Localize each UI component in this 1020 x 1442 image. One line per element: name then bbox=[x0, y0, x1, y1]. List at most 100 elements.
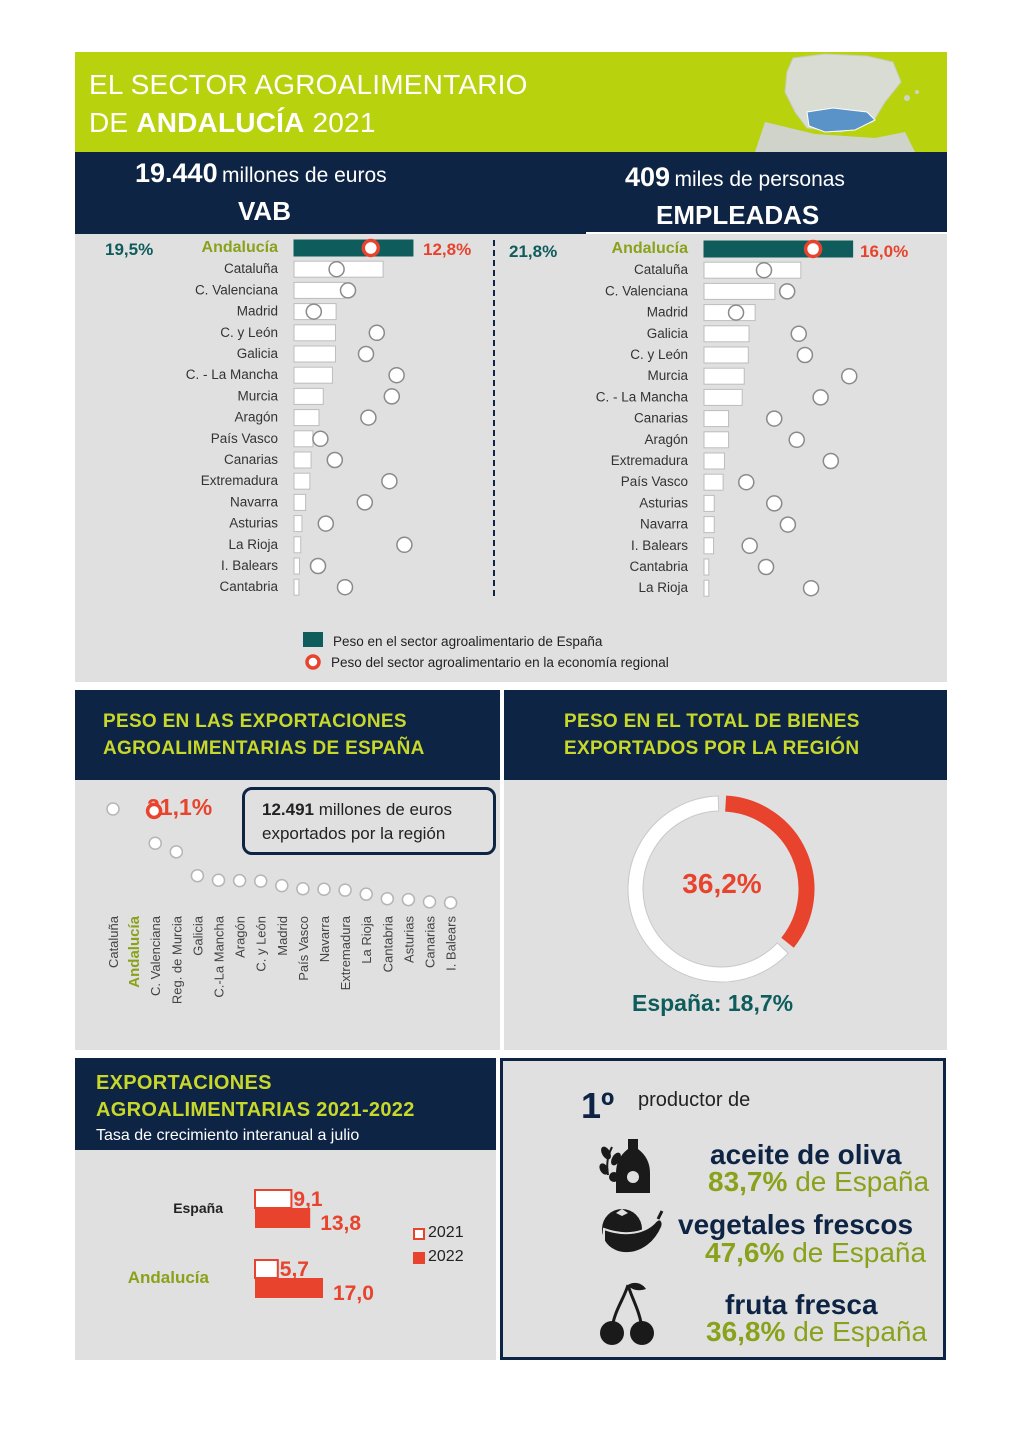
category-label: C. - La Mancha bbox=[596, 389, 689, 404]
category-label: Andalucía bbox=[612, 240, 689, 257]
growth-value-2022: 17,0 bbox=[333, 1282, 374, 1305]
legend-2021-swatch bbox=[413, 1228, 425, 1240]
bar bbox=[703, 452, 725, 470]
export-category-label: La Rioja bbox=[359, 915, 374, 963]
vab-andalucia-share: 19,5% bbox=[105, 240, 154, 259]
dot bbox=[357, 345, 375, 363]
dot bbox=[738, 473, 755, 491]
bar bbox=[703, 325, 750, 343]
dot bbox=[788, 431, 805, 449]
dot bbox=[356, 494, 374, 511]
dot bbox=[305, 303, 323, 320]
category-label: Extremadura bbox=[201, 473, 279, 488]
export-dot bbox=[190, 868, 205, 883]
category-label: I. Balears bbox=[631, 538, 688, 553]
export-category-label: Aragón bbox=[233, 916, 248, 958]
category-label: Navarra bbox=[230, 494, 279, 509]
dot bbox=[361, 238, 381, 258]
dot bbox=[802, 579, 820, 597]
category-label: Canarias bbox=[634, 411, 688, 426]
product-2-name: vegetales frescos bbox=[678, 1209, 914, 1240]
bar bbox=[293, 557, 300, 575]
dot bbox=[328, 260, 345, 278]
bar bbox=[293, 430, 314, 448]
dot bbox=[840, 367, 858, 385]
export-dot bbox=[443, 895, 458, 910]
export-category-label: Madrid bbox=[275, 916, 290, 956]
dot bbox=[796, 346, 814, 364]
bar bbox=[703, 558, 710, 576]
export-category-label: C. y León bbox=[254, 916, 269, 972]
regional-exports-header: PESO EN EL TOTAL DE BIENES EXPORTADOS PO… bbox=[504, 690, 947, 780]
category-label: Extremadura bbox=[611, 453, 689, 468]
bar bbox=[703, 537, 715, 555]
category-label: La Rioja bbox=[228, 537, 278, 552]
dot bbox=[765, 410, 783, 427]
donut-slice-agro bbox=[725, 795, 815, 948]
category-label: Navarra bbox=[640, 517, 689, 532]
growth-bar-2021 bbox=[254, 1189, 293, 1209]
export-dot bbox=[317, 882, 331, 896]
bar bbox=[703, 367, 745, 385]
dot bbox=[765, 495, 783, 512]
export-category-label: Cantabria bbox=[380, 915, 395, 972]
vegetables-icon bbox=[602, 1209, 664, 1255]
growth-bar-2021 bbox=[254, 1259, 279, 1279]
dot bbox=[383, 388, 401, 405]
vab-label: VAB bbox=[238, 196, 291, 226]
export-category-label: Extremadura bbox=[338, 915, 353, 990]
vab-value: 19.440 millones de euros bbox=[135, 158, 387, 188]
legend-bar-label: Peso en el sector agroalimentario de Esp… bbox=[333, 634, 603, 649]
header-banner: EL SECTOR AGROALIMENTARIO DE ANDALUCÍA 2… bbox=[75, 52, 947, 152]
donut-value-label: 36,2% bbox=[682, 868, 762, 899]
export-category-label: Navarra bbox=[317, 915, 332, 962]
dot bbox=[388, 366, 405, 384]
bar bbox=[293, 366, 333, 384]
vab-andalucia-regional: 12,8% bbox=[423, 240, 472, 259]
bar bbox=[703, 473, 724, 491]
header-divider bbox=[586, 232, 947, 235]
bar bbox=[293, 472, 311, 490]
export-dot bbox=[422, 895, 437, 909]
kpi-header bbox=[75, 152, 947, 234]
category-label: C. y León bbox=[630, 347, 688, 362]
category-label: Canarias bbox=[224, 452, 278, 467]
exports-info-box: 12.491 millones de euros exportados por … bbox=[242, 787, 496, 855]
donut-slice-rest bbox=[627, 795, 789, 983]
export-dot bbox=[253, 874, 268, 888]
regional-exports-panel: 36,2% España: 18,7% bbox=[504, 780, 947, 1050]
growth-category-label: Andalucía bbox=[128, 1268, 210, 1287]
category-label: C. y León bbox=[220, 325, 278, 340]
export-dot bbox=[148, 836, 162, 851]
bar bbox=[703, 579, 710, 597]
category-label: País Vasco bbox=[211, 431, 278, 446]
dot bbox=[339, 282, 357, 299]
export-category-label: Asturias bbox=[401, 916, 416, 963]
export-category-label: Andalucía bbox=[126, 915, 143, 987]
dot bbox=[812, 389, 829, 406]
product-1-share: 83,7% de España bbox=[708, 1166, 930, 1197]
category-label: Cataluña bbox=[634, 262, 689, 277]
legend-dot-swatch bbox=[305, 654, 321, 670]
growth-value-2021: 5,7 bbox=[280, 1258, 309, 1281]
growth-subheading: Tasa de crecimiento interanual a julio bbox=[96, 1127, 360, 1144]
bar bbox=[293, 281, 346, 299]
donut-spain-label: España: 18,7% bbox=[632, 990, 794, 1016]
dot bbox=[360, 409, 377, 426]
export-dot bbox=[401, 892, 416, 907]
category-label: Murcia bbox=[647, 368, 688, 383]
dot bbox=[778, 283, 796, 300]
cherries-icon bbox=[600, 1282, 654, 1345]
dot bbox=[312, 430, 329, 448]
bar bbox=[293, 536, 302, 554]
growth-bar-chart: España 9,1 13,8 Andalucía 5,7 17,0 bbox=[75, 1150, 496, 1360]
category-label: Madrid bbox=[647, 305, 688, 320]
category-label: Galicia bbox=[237, 346, 279, 361]
export-dot bbox=[106, 802, 120, 816]
producer-panel: 1º productor de aceite de oliva 83,7% de… bbox=[500, 1058, 946, 1360]
empleadas-svg: Andalucía Cataluña C. Valenciana Madrid Gali… bbox=[596, 239, 858, 597]
bar bbox=[703, 346, 749, 364]
export-category-label: I. Balears bbox=[444, 916, 459, 971]
bar bbox=[293, 493, 307, 511]
export-dot bbox=[296, 882, 310, 896]
